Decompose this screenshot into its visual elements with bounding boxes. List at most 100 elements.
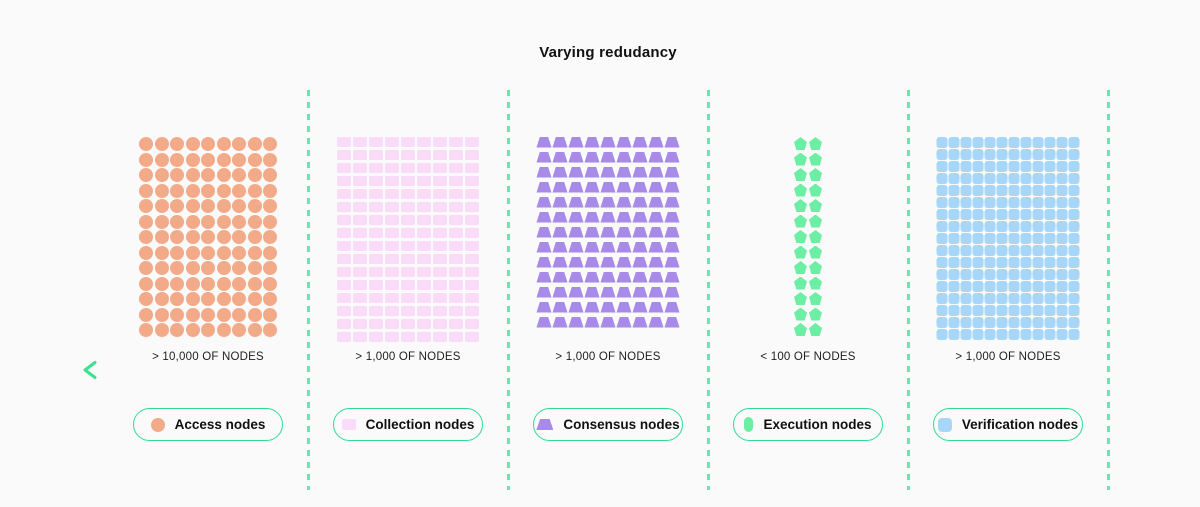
consensus-node-icon [568, 257, 584, 268]
access-node-icon [263, 214, 277, 229]
collection-node-icon [385, 319, 399, 329]
verification-node-icon [1032, 173, 1044, 184]
collection-node-icon [353, 176, 367, 186]
consensus-node-icon [664, 167, 680, 178]
verification-node-icon [1008, 305, 1020, 316]
consensus-node-icon [600, 137, 616, 148]
collection-node-icon [465, 189, 479, 199]
legend-pill-collection: Collection nodes [333, 408, 483, 441]
verification-node-icon [972, 233, 984, 244]
execution-node-icon [794, 199, 807, 212]
consensus-node-icon [536, 212, 552, 223]
collection-node-icon [385, 332, 399, 342]
collection-node-icon [369, 215, 383, 225]
verification-node-icon [936, 233, 948, 244]
access-legend-icon [150, 417, 165, 432]
access-node-icon [139, 245, 153, 260]
verification-node-icon [996, 137, 1008, 148]
consensus-node-icon [632, 182, 648, 193]
collection-node-icon [401, 150, 415, 160]
verification-node-icon [1032, 161, 1044, 172]
execution-node-icon [809, 230, 822, 243]
collection-node-icon [417, 202, 431, 212]
consensus-node-icon [664, 242, 680, 253]
verification-node-icon [1056, 209, 1068, 220]
access-node-icon [216, 168, 231, 182]
collection-node-icon [433, 215, 447, 225]
verification-node-icon [1020, 269, 1032, 280]
collection-node-icon [417, 215, 431, 225]
verification-node-icon [936, 149, 948, 160]
collection-node-icon [449, 254, 463, 264]
access-node-icon [263, 245, 277, 260]
verification-node-icon [1032, 197, 1044, 208]
consensus-node-icon [552, 197, 568, 208]
access-node-icon [201, 152, 215, 167]
access-node-icon [201, 307, 215, 322]
collection-node-icon [449, 137, 463, 147]
collection-node-icon [465, 267, 479, 277]
verification-node-icon [1044, 137, 1056, 148]
collection-node-icon [385, 202, 399, 212]
verification-node-icon [1032, 269, 1044, 280]
collection-node-icon [369, 228, 383, 238]
access-node-icon [154, 307, 169, 322]
consensus-node-icon [568, 272, 584, 283]
verification-node-icon [936, 329, 948, 340]
consensus-node-icon [600, 197, 616, 208]
dashed-separator [906, 90, 910, 490]
verification-node-icon [996, 329, 1008, 340]
access-node-icon [247, 307, 262, 322]
access-node-icon [139, 261, 153, 275]
verification-node-icon [1032, 209, 1044, 220]
verification-node-icon [1032, 257, 1044, 268]
verification-node-icon [1068, 305, 1080, 316]
dashed-separator [1106, 90, 1110, 490]
verification-node-icon [1068, 209, 1080, 220]
collection-node-icon [337, 215, 351, 225]
verification-node-icon [996, 221, 1008, 232]
collection-node-icon [465, 254, 479, 264]
collection-node-icon [433, 306, 447, 316]
access-node-icon [232, 276, 246, 291]
access-node-icon [247, 168, 262, 182]
legend-label: Consensus nodes [563, 417, 680, 432]
access-node-icon [185, 199, 200, 213]
verification-node-icon [984, 149, 996, 160]
access-node-icon [216, 292, 231, 306]
access-node-icon [216, 230, 231, 244]
access-node-icon [170, 292, 184, 306]
collection-node-icon [369, 280, 383, 290]
consensus-node-icon [584, 212, 600, 223]
verification-node-icon [1020, 197, 1032, 208]
consensus-node-icon [616, 137, 632, 148]
access-node-icon [185, 245, 200, 260]
access-node-icon [154, 323, 169, 337]
access-node-icon [216, 261, 231, 275]
collection-node-icon [337, 150, 351, 160]
execution-node-icon [794, 214, 807, 228]
consensus-node-icon [536, 242, 552, 253]
verification-node-icon [1032, 185, 1044, 196]
verification-node-icon [1020, 317, 1032, 328]
verification-node-icon [1068, 221, 1080, 232]
collection-node-icon [465, 215, 479, 225]
verification-node-icon [1068, 317, 1080, 328]
consensus-legend-icon [536, 419, 554, 430]
verification-node-icon [1008, 269, 1020, 280]
verification-node-icon [1008, 149, 1020, 160]
verification-node-icon [1044, 161, 1056, 172]
access-node-icon [154, 261, 169, 275]
access-node-icon [247, 214, 262, 229]
execution-node-icon [794, 168, 807, 181]
verification-node-icon [948, 173, 960, 184]
access-node-icon [247, 137, 262, 151]
verification-node-icon [1008, 329, 1020, 340]
verification-node-icon [984, 137, 996, 148]
verification-node-icon [972, 281, 984, 292]
collection-node-icon [417, 137, 431, 147]
verification-node-icon [984, 161, 996, 172]
access-node-icon [170, 183, 184, 198]
node-grid [794, 137, 822, 336]
access-node-icon [170, 214, 184, 229]
